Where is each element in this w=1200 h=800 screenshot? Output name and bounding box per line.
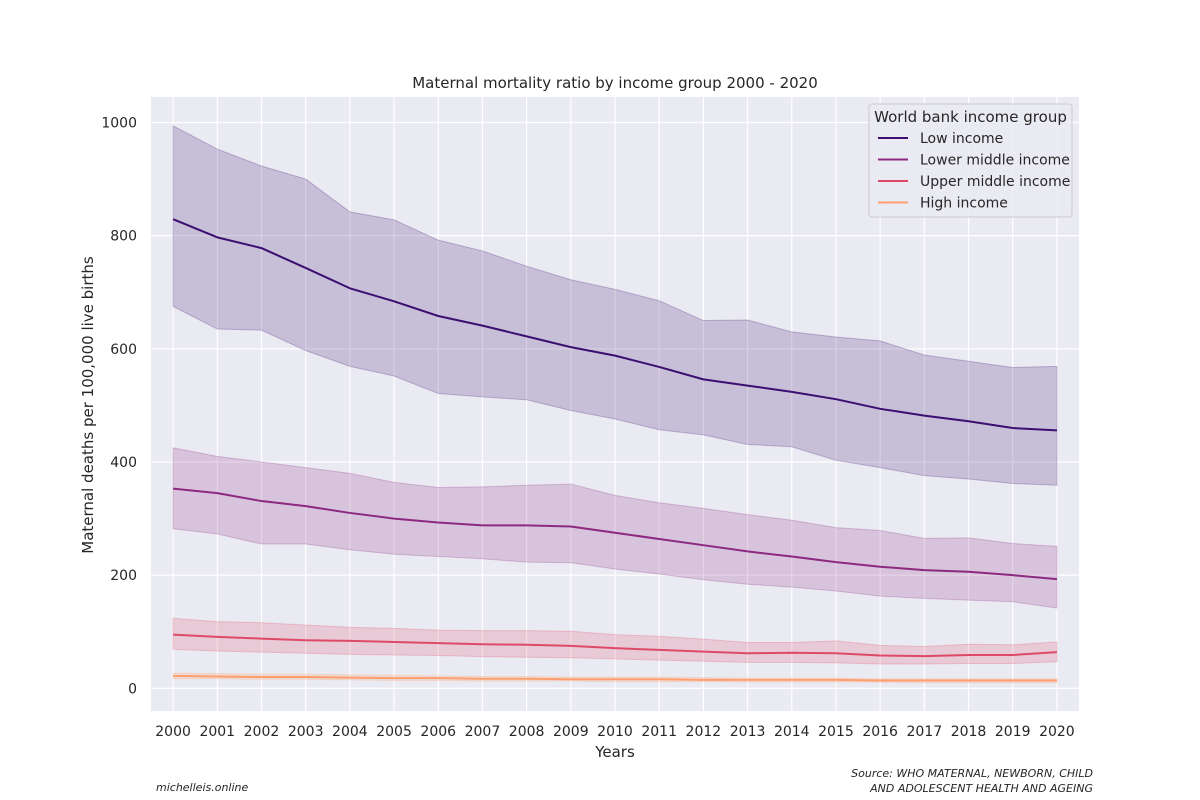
- x-tick-label: 2006: [420, 724, 456, 740]
- gridlines: [151, 97, 1079, 711]
- legend-title: World bank income group: [874, 108, 1067, 126]
- series-line: [172, 487, 1057, 581]
- x-tick-label: 2012: [686, 724, 722, 740]
- legend-label: Upper middle income: [920, 174, 1070, 190]
- x-tick-label: 2009: [553, 724, 589, 740]
- credit-text: michelleis.online: [156, 781, 249, 794]
- legend-label: High income: [920, 196, 1008, 212]
- source-note: Source: WHO MATERNAL, NEWBORN, CHILD AND…: [851, 766, 1093, 796]
- x-tick-label: 2008: [509, 724, 545, 740]
- y-tick-label: 600: [110, 342, 137, 358]
- x-tick-label: 2001: [199, 724, 235, 740]
- y-tick-label: 400: [110, 455, 137, 471]
- y-tick-label: 1000: [101, 115, 137, 131]
- x-tick-label: 2002: [244, 724, 280, 740]
- x-tick-label: 2018: [951, 724, 987, 740]
- y-axis-ticks: 0 200 400 600 800 1000: [101, 115, 137, 697]
- series-line: [173, 674, 1057, 682]
- legend-box: [868, 103, 1073, 218]
- x-axis-ticks: 2000 2001 2002 2003 2004 2005 2006 2007 2008 2009…: [155, 724, 1074, 740]
- x-tick-label: 2019: [995, 724, 1031, 740]
- x-tick-label: 2017: [907, 724, 943, 740]
- legend-label: Lower middle income: [920, 153, 1070, 169]
- confidence-band: [172, 447, 1058, 609]
- y-tick-label: 0: [128, 681, 137, 697]
- source-line-2: AND ADOLESCENT HEALTH AND AGEING: [870, 782, 1093, 795]
- y-axis-title: Maternal deaths per 100,000 live births: [79, 256, 97, 554]
- x-tick-label: 2004: [332, 724, 368, 740]
- x-axis-title: Years: [594, 743, 635, 761]
- x-tick-label: 2003: [288, 724, 324, 740]
- x-tick-label: 2014: [774, 724, 810, 740]
- y-tick-label: 200: [110, 568, 137, 584]
- x-tick-label: 2020: [1039, 724, 1075, 740]
- x-tick-label: 2016: [862, 724, 898, 740]
- source-line-1: Source: WHO MATERNAL, NEWBORN, CHILD: [851, 767, 1093, 780]
- y-tick-label: 800: [110, 229, 137, 245]
- x-tick-label: 2015: [818, 724, 854, 740]
- legend-label: Low income: [920, 131, 1003, 147]
- x-tick-label: 2011: [641, 724, 677, 740]
- series-line: [173, 633, 1057, 658]
- series-lines: [172, 218, 1057, 682]
- x-tick-label: 2005: [376, 724, 412, 740]
- x-tick-label: 2000: [155, 724, 191, 740]
- x-tick-label: 2007: [465, 724, 501, 740]
- x-tick-label: 2010: [597, 724, 633, 740]
- legend: World bank income group Low income Lower m…: [868, 103, 1073, 218]
- confidence-band: [172, 125, 1058, 486]
- chart-title: Maternal mortality ratio by income group…: [412, 74, 818, 92]
- x-tick-label: 2013: [730, 724, 766, 740]
- series-line: [172, 218, 1057, 432]
